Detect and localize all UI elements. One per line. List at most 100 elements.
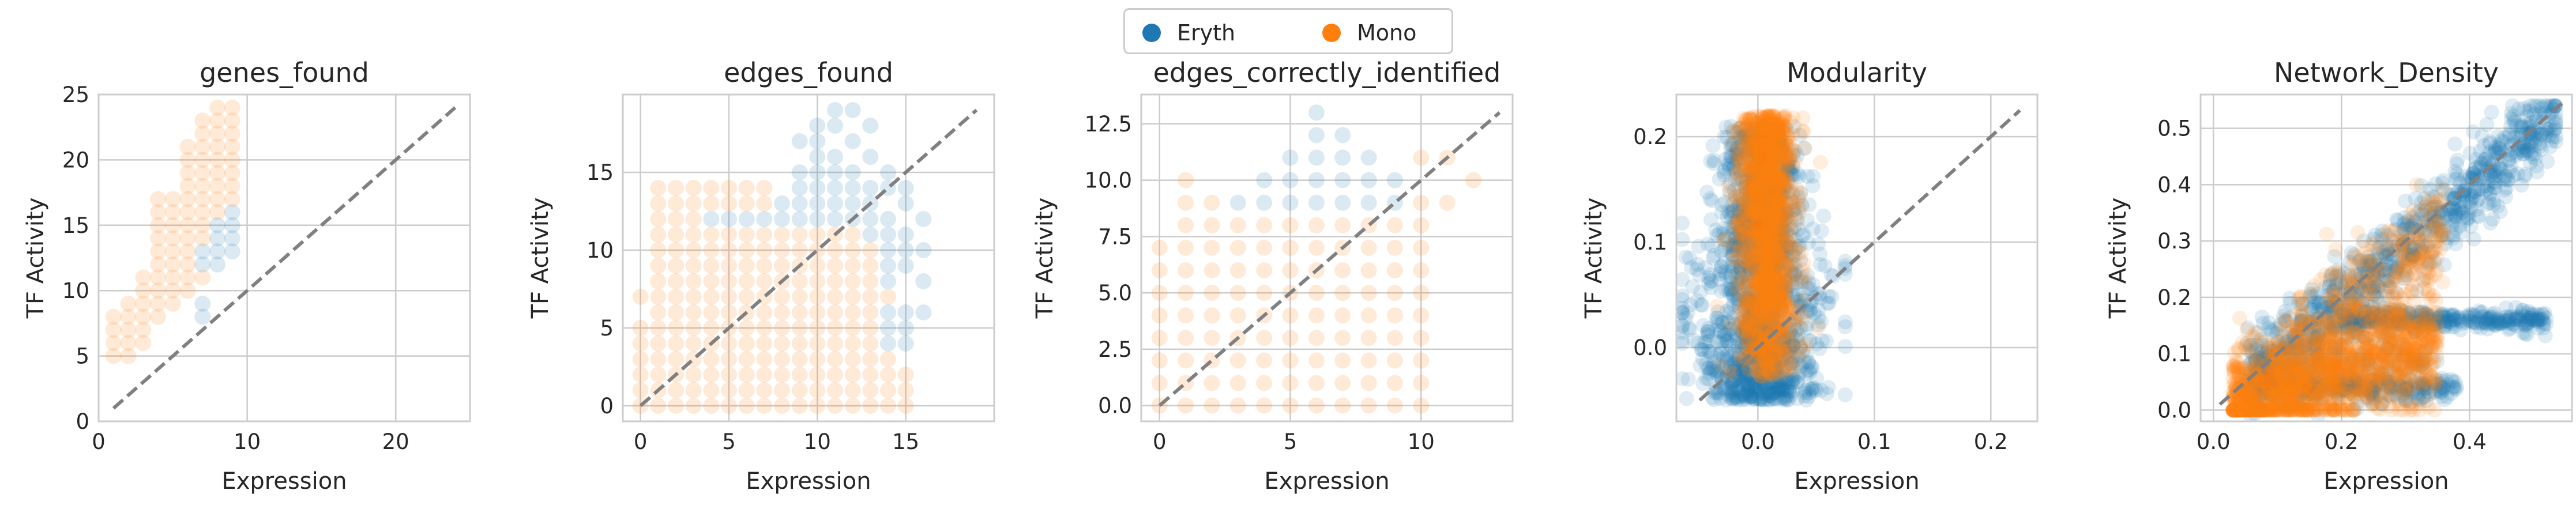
point-eryth <box>1735 337 1750 352</box>
point-eryth <box>1747 164 1762 180</box>
point-eryth <box>1800 281 1816 296</box>
point-eryth <box>1785 337 1801 353</box>
point-eryth <box>1762 152 1777 167</box>
point-eryth <box>1778 390 1793 406</box>
point-mono <box>809 398 826 414</box>
point-eryth <box>1765 275 1780 291</box>
x-tick-label: 0 <box>634 429 648 454</box>
point-eryth <box>1748 182 1764 198</box>
point-mono <box>791 289 808 305</box>
point-eryth <box>1770 381 1786 397</box>
point-eryth <box>1772 386 1788 401</box>
point-eryth <box>1753 122 1769 137</box>
point-mono <box>685 195 702 212</box>
point-mono <box>668 273 684 289</box>
point-eryth <box>1752 354 1768 369</box>
point-eryth <box>1796 141 1812 156</box>
point-eryth <box>897 227 914 243</box>
point-eryth <box>880 227 896 243</box>
point-eryth <box>1747 254 1762 269</box>
point-eryth <box>1725 237 1741 252</box>
point-eryth <box>1808 382 1824 398</box>
point-mono <box>721 351 737 367</box>
point-eryth <box>1684 260 1699 276</box>
point-eryth <box>1725 391 1741 407</box>
point-eryth <box>1751 200 1767 216</box>
point-eryth <box>1759 367 1774 382</box>
point-eryth <box>1759 349 1775 364</box>
point-mono <box>862 289 879 305</box>
point-eryth <box>1784 278 1800 293</box>
point-eryth <box>862 211 879 227</box>
point-eryth <box>1759 284 1774 299</box>
point-eryth <box>1732 374 1748 389</box>
point-mono <box>738 398 755 414</box>
point-mono <box>738 180 755 196</box>
point-eryth <box>1735 325 1751 340</box>
point-mono <box>1386 375 1403 391</box>
point-eryth <box>1753 151 1769 167</box>
point-mono <box>1747 278 1763 294</box>
point-mono <box>897 398 914 414</box>
point-mono <box>1743 161 1758 176</box>
point-mono <box>1744 120 1759 136</box>
point-eryth <box>1770 191 1785 206</box>
point-mono <box>1763 206 1778 222</box>
point-eryth <box>1743 390 1758 405</box>
point-eryth <box>1753 144 1768 160</box>
point-mono <box>1757 350 1773 365</box>
point-eryth <box>1747 162 1763 177</box>
point-eryth <box>1754 133 1770 148</box>
point-eryth <box>1760 335 1775 350</box>
point-eryth <box>1773 391 1788 407</box>
point-eryth <box>2475 129 2490 144</box>
point-mono <box>650 242 667 258</box>
point-eryth <box>1767 374 1782 389</box>
point-eryth <box>1785 375 1800 391</box>
point-eryth <box>1763 278 1779 293</box>
point-mono <box>1757 188 1773 204</box>
point-eryth <box>1774 229 1789 244</box>
point-eryth <box>1753 217 1768 233</box>
point-eryth <box>1747 208 1763 223</box>
point-eryth <box>1746 125 1761 141</box>
point-mono <box>1753 135 1768 150</box>
point-eryth <box>1743 283 1759 299</box>
point-eryth <box>209 243 226 260</box>
point-eryth <box>1748 391 1763 406</box>
point-mono <box>862 398 879 414</box>
point-mono <box>1769 304 1784 319</box>
point-eryth <box>1730 154 1746 169</box>
point-mono <box>1413 330 1430 346</box>
point-mono <box>1760 205 1776 220</box>
point-eryth <box>1762 351 1777 367</box>
point-mono <box>209 126 226 142</box>
point-mono <box>1753 297 1768 313</box>
point-eryth <box>1765 296 1780 311</box>
point-eryth <box>880 164 896 180</box>
point-eryth <box>1725 227 1740 242</box>
point-eryth <box>1804 380 1820 396</box>
point-eryth <box>1749 221 1765 236</box>
points-layer <box>1676 108 1853 408</box>
point-mono <box>194 112 211 129</box>
point-mono <box>1794 199 1810 214</box>
point-eryth <box>1735 334 1750 349</box>
point-eryth <box>1761 130 1777 146</box>
point-eryth <box>1757 379 1772 394</box>
point-eryth <box>1729 331 1745 347</box>
point-mono <box>194 152 211 168</box>
point-mono <box>1770 189 1786 205</box>
point-eryth <box>1702 191 1718 206</box>
point-mono <box>1744 111 1760 127</box>
point-eryth <box>1701 333 1717 349</box>
point-eryth <box>1781 157 1797 172</box>
point-eryth <box>1816 208 1832 224</box>
point-mono <box>1760 250 1776 265</box>
point-mono <box>1742 211 1757 226</box>
point-eryth <box>1775 155 1791 171</box>
point-mono <box>1386 352 1403 369</box>
point-mono <box>1741 211 1757 227</box>
point-mono <box>738 289 755 305</box>
point-eryth <box>1735 366 1751 381</box>
